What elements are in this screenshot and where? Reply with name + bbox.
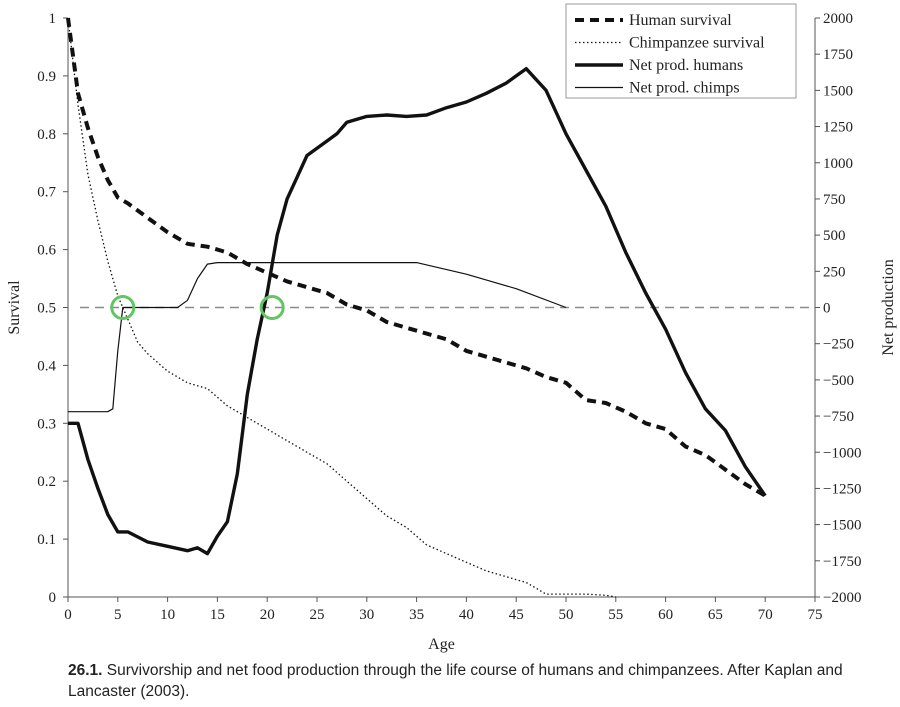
y-right-tick-label: 750 — [823, 192, 846, 208]
axes — [63, 17, 820, 602]
chart-svg: 0 5 10 15 20 25 30 35 40 45 50 55 60 65 70 7500.10.20.3… — [6, 3, 897, 653]
y-left-tick-label: 0.2 — [37, 474, 56, 490]
x-tick-label: 55 — [608, 607, 623, 623]
x-tick-label: 15 — [210, 607, 225, 623]
y-right-tick-label: 500 — [823, 228, 846, 244]
highlight-markers — [110, 295, 285, 320]
y-axis-right-title: Net production — [880, 259, 897, 355]
tick-labels: 0 5 10 15 20 25 30 35 40 45 50 55 60 65 70 7500.10.20.3… — [37, 11, 861, 623]
y-axis-left-title: Survival — [6, 280, 23, 335]
y-right-tick-label: −750 — [823, 409, 854, 425]
series-line-3 — [68, 262, 567, 413]
y-right-tick-label: −1500 — [823, 518, 861, 534]
x-tick-label: 30 — [359, 607, 374, 623]
y-left-tick-label: 0.3 — [37, 416, 56, 432]
series-line-0 — [66, 17, 767, 498]
series-line-2 — [68, 66, 767, 556]
y-left-tick-label: 0.5 — [37, 301, 56, 317]
y-right-tick-label: 0 — [823, 301, 831, 317]
figure-caption: 26.1. Survivorship and net food producti… — [68, 660, 888, 702]
x-tick-label: 25 — [310, 607, 325, 623]
x-tick-label: 0 — [64, 607, 72, 623]
y-left-tick-label: 0.6 — [37, 243, 56, 259]
y-left-tick-label: 0.8 — [37, 127, 56, 143]
legend-label: Chimpanzee survival — [629, 35, 765, 52]
legend-box — [565, 3, 797, 99]
y-right-tick-label: 1000 — [823, 156, 853, 172]
y-right-tick-label: 250 — [823, 264, 846, 280]
y-right-tick-label: −250 — [823, 337, 854, 353]
x-tick-label: 20 — [260, 607, 275, 623]
series-lines — [66, 17, 767, 598]
x-axis-title: Age — [428, 636, 455, 653]
y-right-tick-label: −1000 — [823, 445, 861, 461]
x-tick-label: 70 — [758, 607, 773, 623]
y-left-tick-label: 0.9 — [37, 69, 56, 85]
series-line-1 — [67, 17, 616, 598]
y-left-tick-label: 1 — [49, 11, 57, 27]
y-left-tick-label: 0.7 — [37, 185, 56, 201]
x-tick-label: 65 — [708, 607, 723, 623]
x-tick-label: 75 — [808, 607, 823, 623]
highlight-circle — [110, 295, 136, 320]
x-tick-label: 5 — [114, 607, 122, 623]
y-left-tick-label: 0.1 — [37, 532, 56, 548]
x-tick-label: 45 — [509, 607, 524, 623]
highlight-circle — [259, 295, 285, 320]
caption-text: Survivorship and net food production thr… — [68, 662, 843, 700]
legend-label: Net prod. humans — [629, 57, 743, 74]
y-left-tick-label: 0.4 — [37, 358, 56, 374]
y-right-tick-label: −2000 — [823, 590, 861, 606]
y-right-tick-label: −500 — [823, 373, 854, 389]
y-right-tick-label: −1750 — [823, 554, 861, 570]
y-left-tick-label: 0 — [49, 590, 57, 606]
y-right-tick-label: 2000 — [823, 11, 853, 27]
legend-label: Human survival — [629, 12, 732, 29]
y-right-tick-label: 1750 — [823, 47, 853, 63]
x-tick-label: 40 — [459, 607, 474, 623]
x-tick-label: 60 — [658, 607, 673, 623]
legend: Human survival Chimpanzee survival Net pro… — [565, 3, 797, 99]
y-right-tick-label: 1250 — [823, 120, 853, 136]
y-right-tick-label: 1500 — [823, 83, 853, 99]
x-tick-label: 35 — [409, 607, 424, 623]
x-tick-label: 50 — [559, 607, 574, 623]
x-tick-label: 10 — [160, 607, 175, 623]
caption-number: 26.1. — [68, 662, 103, 679]
y-right-tick-label: −1250 — [823, 481, 861, 497]
legend-label: Net prod. chimps — [629, 80, 740, 97]
